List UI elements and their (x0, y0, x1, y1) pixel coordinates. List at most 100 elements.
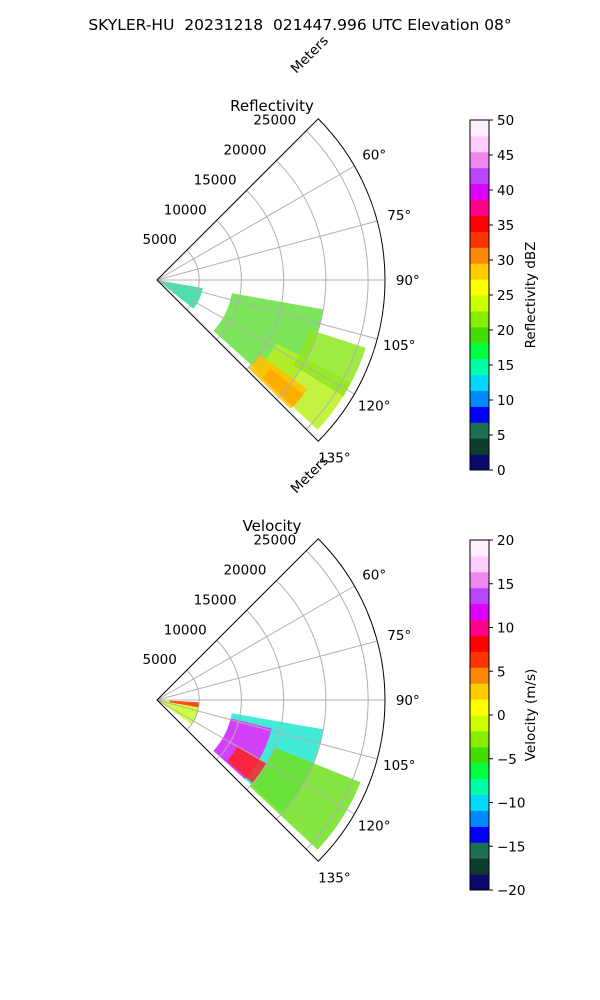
colorbar-swatch (470, 374, 489, 391)
velocity-colorbar: −20 −15 −10 −5 0 5 10 15 20 Velocity (m/s) (469, 533, 539, 899)
velocity-polar-plot: 5000 10000 15000 20000 25000 60° 75° 90° 105° 120… (142, 453, 419, 886)
echo-region (169, 700, 200, 708)
colorbar-swatch (470, 120, 489, 137)
colorbar-tick-label: 0 (497, 708, 506, 724)
colorbar-swatch (470, 826, 489, 843)
colorbar-label: Reflectivity dBZ (523, 242, 539, 349)
colorbar-label: Velocity (m/s) (523, 669, 539, 762)
radial-tick-label: 15000 (194, 592, 237, 608)
colorbar-swatch (470, 326, 489, 344)
colorbar-swatch (470, 231, 489, 248)
echo-region (213, 718, 272, 780)
colorbar-swatch (470, 635, 489, 652)
azimuth-tick-label: 90° (396, 693, 420, 709)
azimuth-gridline (156, 165, 355, 281)
colorbar-tick-label: 50 (497, 113, 514, 129)
azimuth-gridline (156, 585, 355, 701)
reflectivity-colorbar: 0 5 10 15 20 25 30 35 40 45 50 Reflectivity dBZ (469, 113, 539, 479)
colorbar-tick-label: 10 (497, 621, 514, 637)
colorbar-tick-label: 15 (497, 577, 514, 593)
radial-tick-label: 5000 (142, 652, 176, 668)
colorbar-tick-label: 35 (497, 218, 514, 234)
colorbar-tick-label: 20 (497, 533, 514, 549)
echo-region (248, 354, 308, 410)
reflectivity-polar-plot: 5000 10000 15000 20000 25000 60° 75° 90° 105° 120… (142, 33, 419, 466)
colorbar-tick-label: 0 (497, 463, 506, 479)
colorbar-swatch (470, 778, 489, 796)
azimuth-tick-label: 120° (358, 398, 391, 414)
colorbar-tick-label: −10 (497, 796, 526, 812)
radial-tick-label: 10000 (164, 202, 207, 218)
colorbar-swatch (470, 135, 489, 153)
radial-tick-label: 20000 (223, 563, 266, 579)
colorbar-swatch (470, 342, 489, 360)
colorbar-swatch (470, 422, 489, 439)
colorbar-swatch (470, 555, 489, 573)
colorbar-swatch (470, 183, 489, 201)
colorbar-swatch (470, 587, 489, 605)
colorbar-tick-label: 20 (497, 323, 514, 339)
colorbar-tick-label: 10 (497, 393, 514, 409)
colorbar-swatch (470, 874, 489, 891)
colorbar-swatch (470, 167, 489, 185)
colorbar-swatch (470, 571, 489, 589)
azimuth-tick-label: 135° (318, 450, 351, 466)
colorbar-swatch (470, 438, 489, 455)
colorbar-tick-label: 45 (497, 148, 514, 164)
azimuth-tick-label: 75° (387, 628, 411, 644)
colorbar-swatch (470, 603, 489, 621)
echo-region (249, 747, 361, 850)
azimuth-gridline (156, 699, 378, 760)
radial-tick-label: 25000 (253, 113, 296, 129)
azimuth-tick-label: 60° (362, 148, 386, 164)
colorbar-tick-label: −20 (497, 883, 526, 899)
colorbar-tick-label: 15 (497, 358, 514, 374)
colorbar-tick-label: −15 (497, 839, 526, 855)
colorbar-swatch (470, 762, 489, 780)
colorbar-swatch (470, 247, 489, 264)
colorbar-swatch (470, 730, 489, 748)
azimuth-gridline (156, 220, 378, 281)
velocity-panel-title: Velocity (242, 517, 302, 535)
colorbar-swatch (470, 746, 489, 764)
radial-tick-label: 10000 (164, 622, 207, 638)
colorbar-tick-label: 5 (497, 428, 506, 444)
azimuth-tick-label: 75° (387, 208, 411, 224)
colorbar-swatch (470, 651, 489, 668)
colorbar-swatch (470, 215, 489, 232)
colorbar-swatch (470, 199, 489, 216)
azimuth-gridline (156, 640, 378, 701)
echo-region (227, 746, 267, 784)
colorbar-swatch (470, 358, 489, 376)
colorbar-swatch (470, 310, 489, 328)
colorbar-tick-label: 30 (497, 253, 514, 269)
colorbar-swatch (470, 858, 489, 875)
echo-region (293, 329, 366, 397)
sector-frame (156, 538, 386, 862)
radial-tick-label: 15000 (194, 172, 237, 188)
colorbar-swatch (470, 715, 489, 732)
azimuth-tick-label: 105° (383, 758, 416, 774)
radial-tick-label: 25000 (253, 533, 296, 549)
colorbar-swatch (470, 667, 489, 684)
colorbar-swatch (470, 699, 489, 716)
colorbar-swatch (470, 619, 489, 636)
colorbar-tick-label: −5 (497, 752, 517, 768)
colorbar-swatch (470, 842, 489, 859)
azimuth-tick-label: 60° (362, 568, 386, 584)
colorbar-swatch (470, 683, 489, 700)
colorbar-swatch (470, 406, 489, 423)
radial-axis-label: Meters (288, 453, 332, 497)
colorbar-swatch (470, 295, 489, 312)
radial-axis-label: Meters (288, 33, 332, 77)
azimuth-tick-label: 105° (383, 338, 416, 354)
reflectivity-panel-title: Reflectivity (230, 97, 314, 115)
radial-tick-label: 20000 (223, 143, 266, 159)
colorbar-swatch (470, 263, 489, 280)
colorbar-tick-label: 40 (497, 183, 514, 199)
colorbar-swatch (470, 279, 489, 296)
colorbar-swatch (470, 390, 489, 407)
figure-title: SKYLER-HU 20231218 021447.996 UTC Elevat… (88, 16, 512, 34)
colorbar-swatch (470, 540, 489, 557)
